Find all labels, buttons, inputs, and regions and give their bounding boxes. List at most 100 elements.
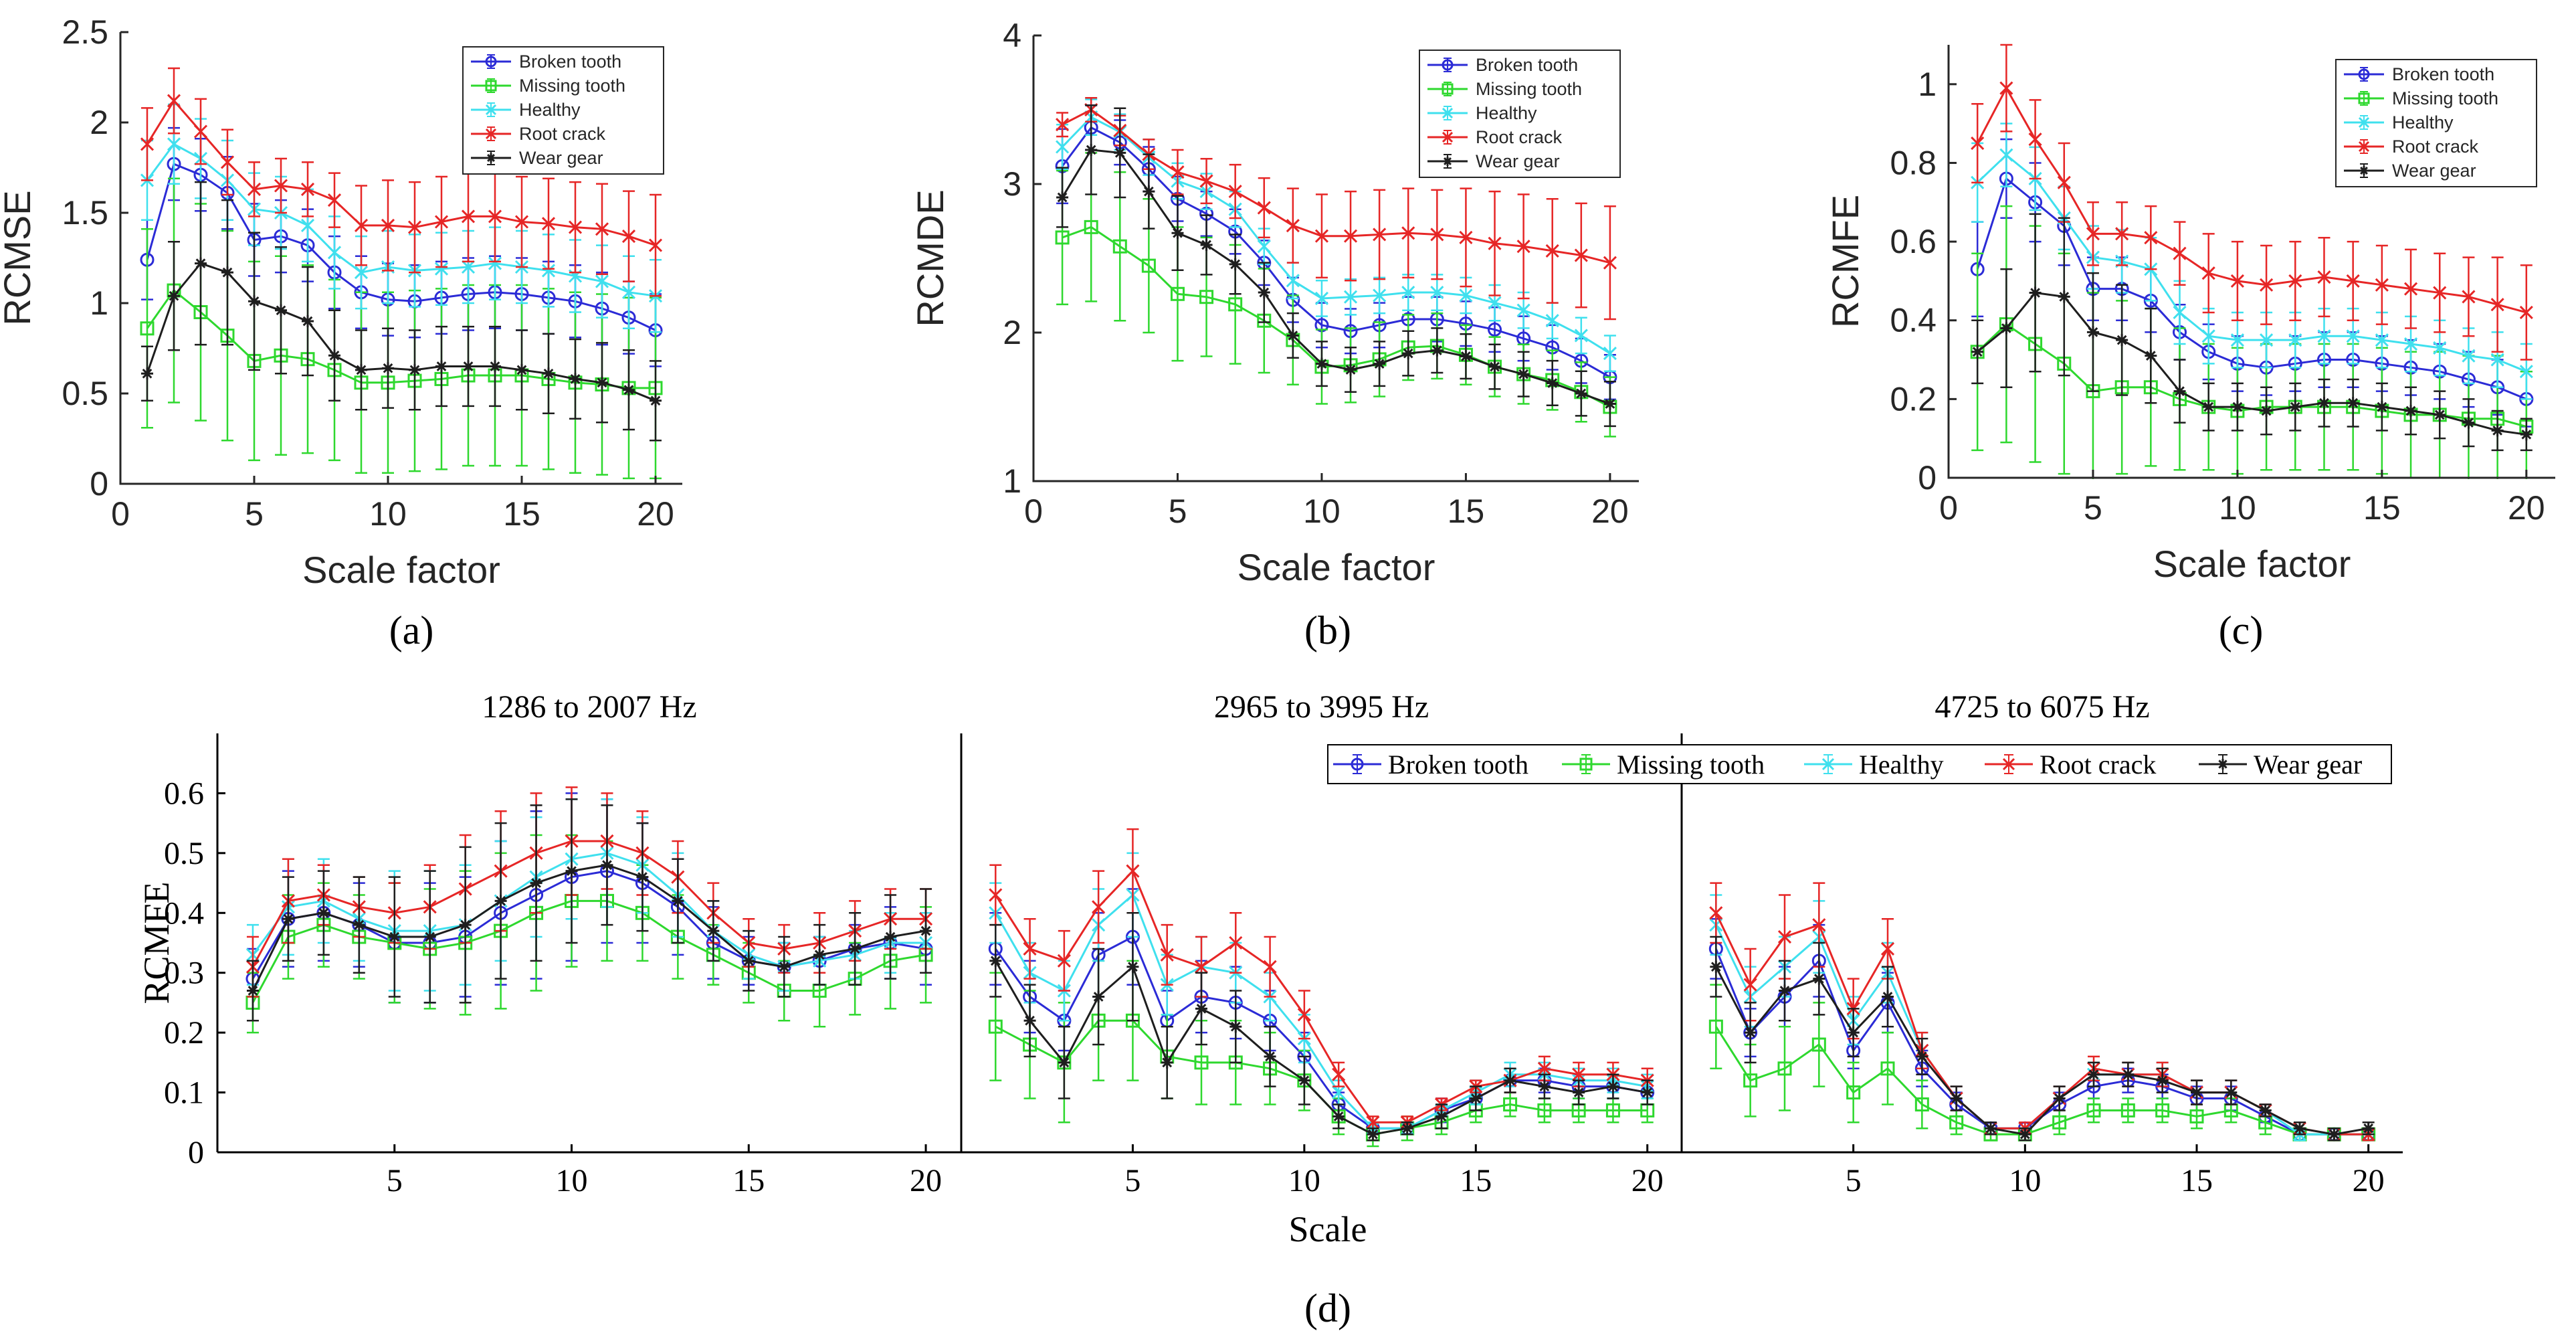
chart-d-subplot-2-point [1194,960,1209,974]
chart-d-subplot-3-point [1709,906,1723,920]
chart-c-point [2144,231,2158,245]
chart-d-subplot-2-point [1332,1110,1345,1123]
chart-a-legend-entry-missing-tooth: Missing tooth [471,76,625,96]
chart-a-x-tick-label: 5 [245,495,264,533]
chart-d-subplot-2-x-tick-label: 5 [1124,1163,1141,1198]
chart-d-y-axis-label: RCMFE [136,881,177,1004]
chart-c-point [2519,305,2533,320]
chart-d-subplot-3-point [2259,1104,2272,1117]
chart-d-subplot-3-errorbar [2156,1097,2169,1124]
chart-b-legend-label: Root crack [1476,127,1563,147]
chart-a-legend: Broken tooth Missing tooth Healthy Root cra… [462,46,664,175]
chart-c-point [2490,298,2504,312]
chart-b-point [1459,288,1473,302]
chart-b-point [1345,363,1357,376]
chart-c-point [2116,334,2128,347]
chart-c-y-tick-label: 0.4 [1890,302,1937,339]
chart-a-point [407,220,422,234]
chart-d-subplot-2-point [1298,1074,1310,1087]
chart-b-point [1229,258,1242,270]
chart-d-subplot-2-x-tick-label: 15 [1460,1163,1492,1198]
chart-d-subplot-2-point [989,954,1002,967]
chart-d-subplot-1-x-tick-label: 20 [910,1163,942,1198]
chart-d-subplot-1-point [353,919,365,931]
chart-a-point [141,367,153,380]
chart-c-y-tick-label: 0 [1918,459,1937,497]
chart-a-point [569,373,581,385]
chart-d-subplot-3-errorbar [2122,1097,2135,1124]
chart-a-y-tick-label: 0 [90,465,108,503]
chart-d: 5 10 15 20 1286 to 2007 Hz 5 10 15 20 2965 to 399… [136,689,2403,1249]
chart-b-series-wear-gear [1056,104,1616,428]
chart-b-point [1574,248,1588,262]
chart-c-point [2000,322,2013,335]
chart-d-subplot-1-point [317,907,330,919]
chart-b-legend-marker [1442,131,1454,143]
chart-b-point [1171,165,1185,179]
chart-d-y-tick-label: 0.2 [164,1015,204,1051]
chart-b-point [1603,347,1617,361]
chart-a-point [434,262,449,276]
chart-a-point [541,264,556,278]
chart-b-point [1401,226,1415,240]
chart-d-subplot-3-series-wear-gear [1710,935,2375,1142]
chart-a-legend-marker [485,104,497,116]
chart-a-point [248,295,260,308]
chart-a-legend-marker [485,128,497,140]
chart-a-point [621,230,636,244]
chart-b-y-tick-label: 4 [1003,17,1021,54]
chart-c-point [2086,326,2099,339]
chart-a-y-tick-label: 0.5 [62,375,108,412]
chart-d-subplot-3-point [1949,1115,1964,1130]
chart-d-subplot-2-point [1605,1103,1620,1117]
chart-a-data [140,67,663,480]
chart-d-subplot-3-point [1743,1073,1758,1088]
chart-a-legend-entry-healthy: Healthy [471,100,581,120]
chart-d-subplot-1-x-tick-label: 10 [556,1163,588,1198]
chart-d-subplot-3-point [1846,1085,1861,1100]
chart-c-point [2403,282,2418,296]
chart-a-point [274,179,288,193]
chart-b-point [1257,201,1271,215]
chart-b-point [1056,140,1070,154]
chart-c-point [2173,305,2187,320]
chart-d-subplot-1-point [601,859,613,871]
chart-d-subplot-2-point [1573,1086,1585,1099]
chart-c-legend-label: Healthy [2392,112,2454,132]
chart-c-point [2173,246,2187,260]
chart-c-legend-marker [2358,92,2370,104]
chart-d-subplot-3: 5 10 15 20 4725 to 6075 Hz [1682,689,2403,1198]
chart-a-point [650,394,662,407]
chart-a-point [488,209,502,223]
chart-d-legend-entry-root-crack: Root crack [1985,749,2156,780]
chart-c-point [2288,274,2302,288]
chart-c-point [1971,136,1985,151]
chart-d-subplot-3-point [1744,1026,1757,1039]
chart-d-subplot-2-series-wear-gear [989,912,1654,1142]
chart-d-subplot-3-point [2362,1122,2375,1135]
chart-d-subplot-2-point [989,888,1003,902]
chart-b-legend-marker [1443,157,1452,166]
chart-b-legend-marker [1442,59,1454,71]
chart-d-subplot-2-point [1057,954,1071,968]
chart-c-point [2434,408,2446,421]
chart-b-point [1171,227,1184,240]
chart-b-point [1314,229,1329,243]
chart-d-subplot-1-point [849,942,862,955]
chart-d-subplot-2-point [1641,1086,1654,1099]
chart-a-legend-marker [485,56,497,68]
chart-a-series-root-crack [140,67,663,297]
chart-d-subplot-3-point [2328,1128,2341,1141]
chart-c-point [2260,333,2274,347]
chart-d-legend-marker [2002,757,2015,771]
chart-b-point [1199,290,1214,304]
chart-b-point [1545,244,1559,258]
chart-d-subplot-2-point [1092,900,1106,914]
chart-d-subplot-1-point [282,913,294,925]
chart-a-legend-label: Broken tooth [519,52,621,72]
chart-a-point [621,285,636,299]
chart-c-point [2462,290,2476,304]
chart-b-point [1141,258,1156,273]
chart-b-legend-entry-healthy: Healthy [1427,103,1537,123]
